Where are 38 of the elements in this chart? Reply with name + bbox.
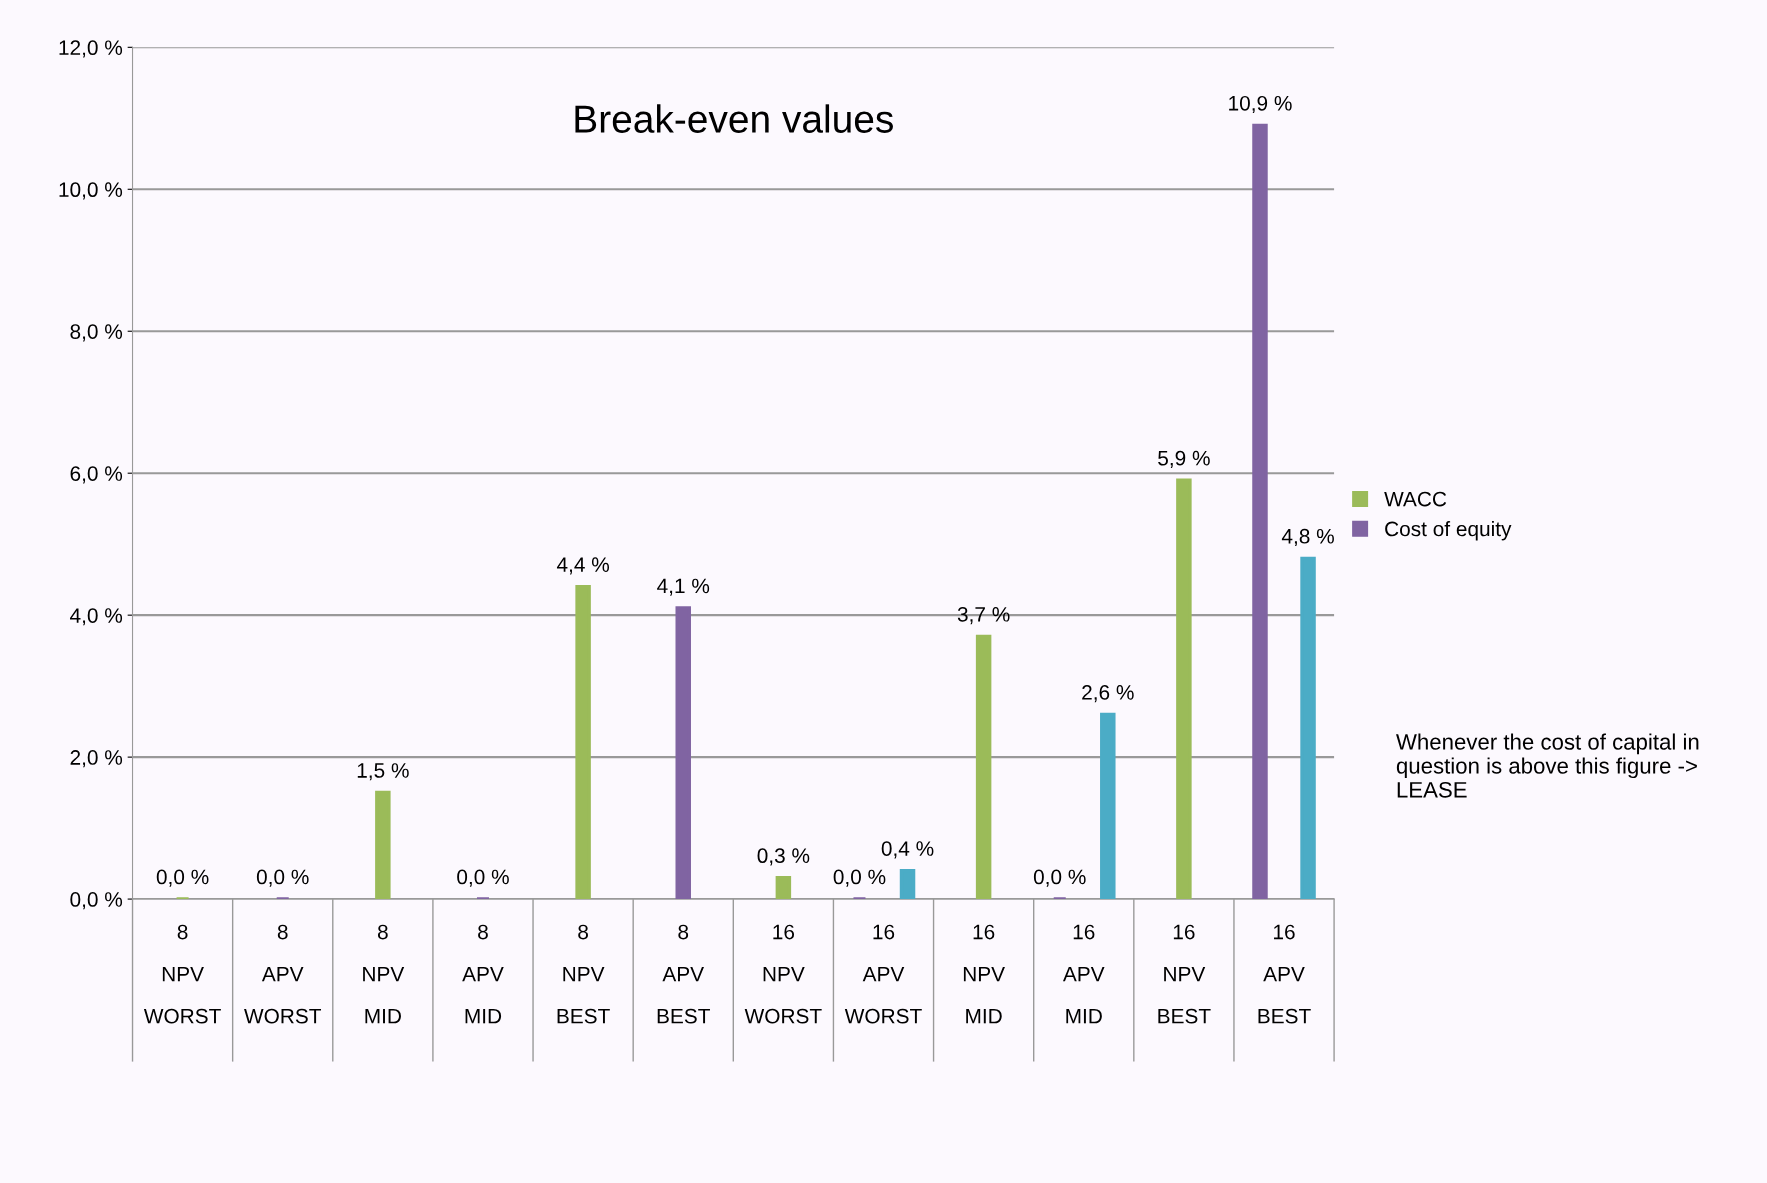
text: Whenever the cost of capital in question is above this figure -> LEASE	[1396, 733, 1699, 798]
data-label: 5,9 %	[1158, 450, 1210, 468]
category-label: 16 NPV MID	[963, 924, 1005, 1024]
category-label: 16 NPV WORST	[744, 924, 822, 1024]
data-label: 4,1 %	[657, 578, 710, 596]
category-label: 16 APV MID	[1062, 924, 1105, 1024]
data-label: 3,7 %	[957, 606, 1010, 625]
y-tick-label: 4,0 %	[70, 608, 123, 626]
data-label: 1,5 %	[357, 763, 409, 781]
category-label: 8 APV WORST	[244, 924, 322, 1024]
category-label: 16 NPV BEST	[1158, 924, 1211, 1024]
text: Break-even values	[575, 104, 893, 133]
data-label: 4,4 %	[556, 557, 610, 575]
data-label: 10,9 %	[1229, 95, 1292, 114]
data-label: 0,0 %	[1033, 869, 1086, 887]
y-tick-label: 10,0 %	[59, 182, 123, 200]
category-label: 16 APV BEST	[1258, 924, 1311, 1024]
data-label: 4,8 %	[1281, 528, 1334, 547]
category-label: 16 APV WORST	[844, 924, 922, 1024]
y-tick-label: 6,0 %	[70, 466, 123, 484]
y-tick-label: 0,0 %	[70, 892, 123, 910]
data-label: 0,0 %	[457, 869, 509, 887]
data-label: 0,0 %	[833, 869, 886, 887]
y-tick-label: 8,0 %	[70, 324, 123, 342]
legend-label: WACC	[1384, 491, 1447, 507]
y-tick-label: 2,0 %	[70, 750, 123, 768]
data-label: 0,0 %	[156, 869, 209, 887]
data-label: 0,4 %	[881, 841, 934, 859]
legend-label: Cost of equity	[1385, 521, 1512, 541]
category-label: 8 NPV MID	[363, 924, 405, 1024]
category-label: 8 NPV WORST	[143, 924, 221, 1024]
data-label: 2,6 %	[1082, 685, 1134, 703]
category-label: 8 APV BEST	[657, 924, 710, 1024]
category-label: 8 APV MID	[462, 924, 504, 1024]
y-tick-label: 12,0 %	[59, 40, 123, 58]
category-label: 8 NPV BEST	[557, 924, 610, 1024]
data-label: 0,3 %	[757, 848, 810, 866]
data-label: 0,0 %	[256, 869, 309, 887]
